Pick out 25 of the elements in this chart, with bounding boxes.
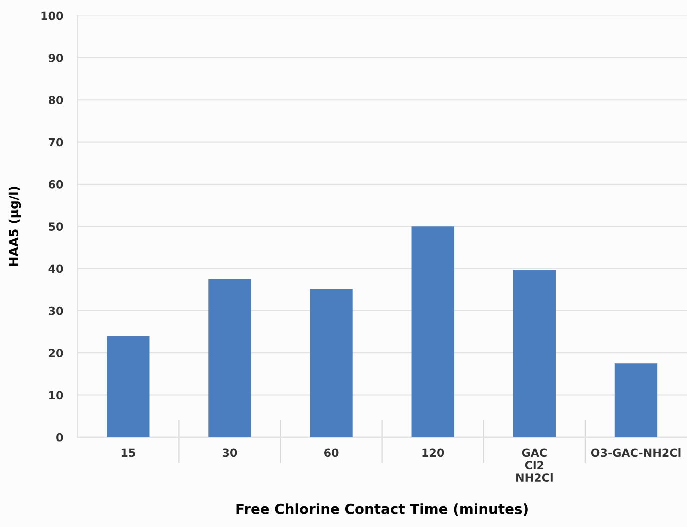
y-tick-label: 0 xyxy=(56,433,64,442)
y-tick-label: 30 xyxy=(49,306,64,316)
y-tick-label: 90 xyxy=(48,54,64,62)
y-tick-label: 10 xyxy=(50,391,64,400)
bar xyxy=(412,226,454,438)
y-axis-title: HAA5 (µg/l) xyxy=(8,187,22,266)
y-tick-label: 50 xyxy=(49,222,64,231)
bar xyxy=(513,270,556,438)
bar xyxy=(614,364,658,438)
y-tick-label: 60 xyxy=(48,180,64,189)
bar xyxy=(310,289,353,438)
x-tick-label: 30 xyxy=(222,448,238,458)
x-tick-label: 60 xyxy=(324,448,339,458)
y-tick-label: 100 xyxy=(42,12,64,20)
x-tick-label: 15 xyxy=(122,448,136,458)
y-tick-label: 20 xyxy=(49,349,64,358)
x-tick-label: O3-GAC-NH2Cl xyxy=(591,448,681,458)
x-axis-title: Free Chlorine Contact Time (minutes) xyxy=(236,504,528,516)
y-tick-label: 70 xyxy=(49,138,64,147)
bar xyxy=(107,336,150,438)
x-tick-label: 120 xyxy=(422,448,444,458)
x-tick-label: GAC Cl2 NH2Cl xyxy=(516,448,553,482)
y-tick-label: 80 xyxy=(48,96,64,105)
bar xyxy=(208,279,252,438)
y-tick-label: 40 xyxy=(48,264,64,274)
